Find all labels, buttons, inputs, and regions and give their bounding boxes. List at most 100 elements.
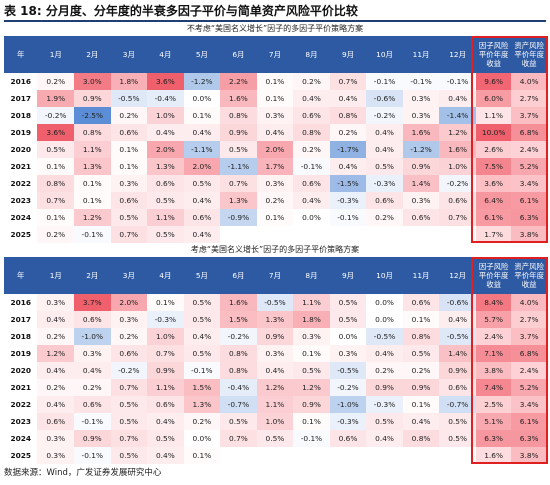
month-return-cell: 0.9% xyxy=(402,379,440,396)
month-return-cell: 0.2% xyxy=(366,362,403,379)
month-return-cell: 0.3% xyxy=(110,311,148,328)
month-return-cell: 0.6% xyxy=(147,175,184,192)
row-year: 2017 xyxy=(10,315,32,324)
month-return-cell: -0.6% xyxy=(366,90,403,107)
asset-annual-cell: 2.4% xyxy=(511,141,547,158)
month-return-cell xyxy=(220,226,257,243)
month-return-cell: 0.1% xyxy=(110,158,148,175)
month-return-cell: 0.5% xyxy=(37,141,75,158)
month-return-cell: 0.4% xyxy=(183,124,221,141)
month-return-cell: 0.4% xyxy=(147,124,184,141)
month-return-cell: 0.3% xyxy=(402,90,440,107)
header-month: 7月 xyxy=(256,257,294,294)
header-month: 9月 xyxy=(329,36,367,73)
month-return-cell: 0.6% xyxy=(439,192,476,209)
asset-annual-cell: 4.0% xyxy=(511,294,547,311)
row-year: 2020 xyxy=(10,145,32,154)
month-return-cell: 0.9% xyxy=(220,124,257,141)
row-year: 2020 xyxy=(10,366,32,375)
month-return-cell xyxy=(439,226,476,243)
month-return-cell: 0.4% xyxy=(256,124,294,141)
factor-annual-cell: 10.0% xyxy=(475,124,512,141)
month-return-cell: 1.5% xyxy=(183,379,221,396)
header-month: 5月 xyxy=(183,36,221,73)
month-return-cell: -1.2% xyxy=(402,141,440,158)
table-row: 2016 0.3% 3.7% 2.0% 0.1% 0.5% 1.6% -0.5% 1.1% 0.5… xyxy=(4,294,547,311)
month-return-cell: -1.1% xyxy=(183,141,221,158)
month-return-cell: -0.7% xyxy=(439,396,476,413)
row-year: 2018 xyxy=(10,111,32,120)
month-return-cell: 0.3% xyxy=(256,345,294,362)
month-return-cell: 0.7% xyxy=(220,175,257,192)
header-month: 10月 xyxy=(366,36,403,73)
header-factor-annual: 因子风险平价年度收益 xyxy=(475,257,512,294)
table-row: 2017 1.9% 0.9% -0.5% -0.4% 0.0% 1.6% 0.1% 0.4% 0.… xyxy=(4,90,547,107)
month-return-cell: -0.3% xyxy=(366,175,403,192)
row-year: 2024 xyxy=(10,213,32,222)
month-return-cell: -0.1% xyxy=(293,158,330,175)
row-year: 2018 xyxy=(10,332,32,341)
month-return-cell: 0.2% xyxy=(293,141,330,158)
month-return-cell: 0.6% xyxy=(147,396,184,413)
month-return-cell: 0.5% xyxy=(183,175,221,192)
factor-annual-cell: 3.8% xyxy=(475,362,512,379)
month-return-cell: 1.1% xyxy=(147,209,184,226)
month-return-cell: 0.6% xyxy=(183,209,221,226)
factor-annual-cell: 6.4% xyxy=(475,192,512,209)
month-return-cell: 3.6% xyxy=(147,73,184,90)
header-month: 2月 xyxy=(74,257,111,294)
table-row: 2017 0.4% 0.6% 0.3% -0.3% 0.5% 1.5% 1.3% 1.8% 0.5… xyxy=(4,311,547,328)
month-return-cell: 0.4% xyxy=(366,141,403,158)
asset-annual-cell: 2.4% xyxy=(511,362,547,379)
table-row: 2024 0.3% 0.9% 0.7% 0.5% 0.0% 0.7% 0.5% -0.1% 0.6… xyxy=(4,430,547,447)
row-year: 2019 xyxy=(10,128,32,137)
month-return-cell: 0.5% xyxy=(110,396,148,413)
month-return-cell: 0.1% xyxy=(110,141,148,158)
month-return-cell: -0.2% xyxy=(220,328,257,345)
month-return-cell: 1.1% xyxy=(147,379,184,396)
month-return-cell: 0.1% xyxy=(402,311,440,328)
month-return-cell: 0.8% xyxy=(220,345,257,362)
month-return-cell: 0.3% xyxy=(37,294,75,311)
month-return-cell: -1.2% xyxy=(183,73,221,90)
month-return-cell: 0.8% xyxy=(402,328,440,345)
header-asset-annual: 资产风险平价年度收益 xyxy=(511,36,547,73)
month-return-cell: 3.6% xyxy=(37,124,75,141)
month-return-cell: 0.1% xyxy=(256,90,294,107)
month-return-cell: 0.6% xyxy=(74,396,111,413)
month-return-cell: 0.5% xyxy=(366,158,403,175)
month-return-cell: -0.3% xyxy=(329,192,367,209)
month-return-cell: -1.0% xyxy=(329,396,367,413)
month-return-cell: 1.3% xyxy=(220,192,257,209)
month-return-cell: 0.5% xyxy=(147,226,184,243)
header-month: 5月 xyxy=(183,257,221,294)
month-return-cell: -0.7% xyxy=(220,396,257,413)
factor-annual-cell: 1.7% xyxy=(475,226,512,243)
header-asset-annual: 资产风险平价年度收益 xyxy=(511,257,547,294)
month-return-cell: 0.4% xyxy=(439,311,476,328)
month-return-cell: 0.6% xyxy=(366,192,403,209)
month-return-cell: 1.6% xyxy=(220,90,257,107)
month-return-cell: -0.5% xyxy=(110,90,148,107)
month-return-cell: 0.4% xyxy=(147,413,184,430)
month-return-cell: 0.2% xyxy=(183,413,221,430)
month-return-cell: -0.2% xyxy=(439,175,476,192)
row-year: 2022 xyxy=(10,179,32,188)
table-row: 2022 0.4% 0.6% 0.5% 0.6% 1.3% -0.7% 1.1% 0.9% -1.… xyxy=(4,396,547,413)
month-return-cell: 0.3% xyxy=(110,175,148,192)
asset-annual-cell: 6.8% xyxy=(511,124,547,141)
month-return-cell: 0.1% xyxy=(256,73,294,90)
month-return-cell: 3.0% xyxy=(74,73,111,90)
month-return-cell: 0.2% xyxy=(366,209,403,226)
asset-annual-cell: 3.8% xyxy=(511,447,547,464)
month-return-cell: 0.7% xyxy=(220,430,257,447)
month-return-cell: 0.9% xyxy=(74,90,111,107)
month-return-cell: 0.1% xyxy=(256,209,294,226)
month-return-cell: 0.8% xyxy=(220,107,257,124)
table-row: 2023 0.7% 0.1% 0.6% 0.5% 0.4% 1.3% 0.2% 0.4% -0.3… xyxy=(4,192,547,209)
header-month: 9月 xyxy=(329,257,367,294)
month-return-cell: 0.5% xyxy=(220,413,257,430)
month-return-cell: -0.1% xyxy=(74,413,111,430)
comparison-table-2: 年 1月 2月 3月 4月 5月 6月 7月 8月 9月 10月 11月 12月 因子风险平价年度收益 资产… xyxy=(4,257,547,464)
month-return-cell: -0.1% xyxy=(439,73,476,90)
